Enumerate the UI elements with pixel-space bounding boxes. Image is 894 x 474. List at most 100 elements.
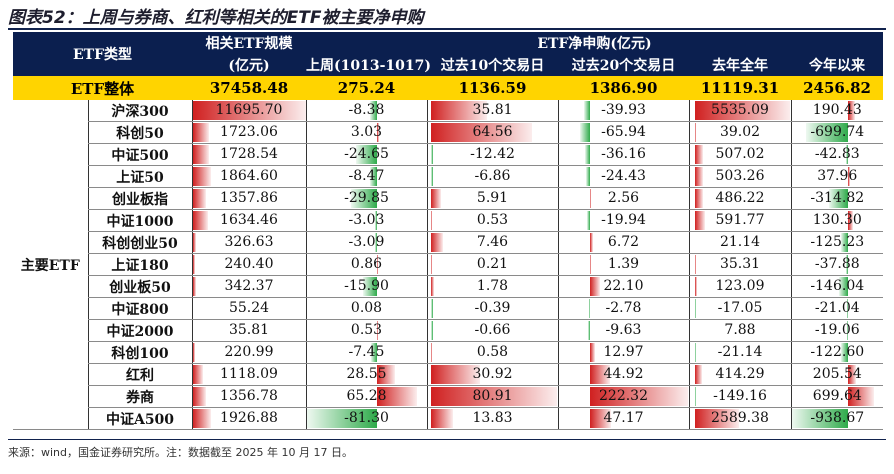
value-cell: 21.14	[688, 231, 791, 254]
value-cell: 1118.09	[191, 363, 306, 386]
value-text: -7.45	[348, 344, 385, 360]
data-bar	[377, 123, 380, 142]
data-bar	[589, 365, 610, 384]
value-text: 1926.88	[220, 410, 278, 426]
data-bar	[805, 123, 849, 142]
total-row: ETF整体 37458.48 275.24 1136.59 1386.90 11…	[13, 76, 884, 100]
value-cell: 414.29	[688, 363, 791, 386]
value-cell: -21.14	[688, 341, 791, 364]
value-text: 503.26	[715, 168, 765, 184]
value-cell: 1728.54	[191, 143, 306, 166]
value-cell: 30.92	[426, 363, 558, 386]
value-cell: -17.05	[688, 297, 791, 320]
value-text: -37.88	[814, 256, 860, 272]
etf-name: 沪深300	[87, 100, 192, 122]
data-bar	[431, 123, 532, 142]
value-cell: 5535.09	[688, 100, 791, 122]
value-text: 37.96	[817, 168, 858, 184]
value-text: 205.54	[812, 366, 862, 382]
value-text: 0.08	[350, 300, 383, 316]
value-text: 1634.46	[220, 212, 278, 228]
value-text: 65.28	[346, 388, 387, 404]
size-unit-header: (亿元)	[192, 54, 306, 76]
table-row: 主要ETF 沪深300 11695.70 -8.38 35.81 -39.93 5535.0…	[13, 100, 884, 430]
value-cell: 22.10	[557, 275, 689, 298]
value-cell: 0.21	[426, 253, 558, 276]
data-bar	[848, 101, 856, 120]
data-bar	[431, 365, 480, 384]
etf-name: 科创创业50	[87, 231, 192, 254]
value-text: 2.56	[607, 190, 640, 206]
value-cell: 7.88	[688, 319, 791, 342]
data-bar	[431, 145, 433, 164]
value-text: -146.04	[810, 278, 865, 294]
data-bar	[374, 233, 378, 252]
value-text: -19.94	[601, 212, 646, 228]
data-bar	[694, 101, 791, 120]
data-bar	[370, 343, 378, 362]
value-cell: 507.02	[688, 143, 791, 166]
value-text: 1356.78	[220, 388, 278, 404]
table-row: 上证180 240.40 0.86 0.21 1.39 35.31 -37.88	[13, 253, 884, 276]
data-bar	[355, 145, 378, 164]
value-text: 222.32	[599, 388, 648, 404]
value-cell: 0.58	[426, 341, 558, 364]
data-bar	[589, 409, 611, 428]
value-text: 11695.70	[215, 102, 283, 118]
table-row: 中证1000 1634.46 -3.03 0.53 -19.94 591.77 130.30	[13, 209, 884, 232]
value-cell: 37.96	[790, 165, 884, 188]
value-cell: -24.65	[305, 143, 427, 166]
value-text: 6.72	[607, 234, 640, 250]
data-bar	[848, 365, 856, 384]
value-text: -125.23	[810, 234, 865, 250]
top-rule	[8, 28, 886, 30]
table-body: 主要ETF 沪深300 11695.70 -8.38 35.81 -39.93 5535.0…	[13, 100, 884, 430]
data-bar	[694, 123, 696, 142]
value-cell: -81.30	[305, 407, 427, 430]
data-bar	[839, 277, 849, 296]
table-row: 中证500 1728.54 -24.65 -12.42 -36.16 507.02 -42.…	[13, 143, 884, 166]
bottom-rule	[8, 439, 886, 440]
value-cell: -19.06	[790, 319, 884, 342]
data-bar	[192, 387, 206, 406]
total-value: 275.24	[306, 76, 427, 100]
value-text: 5.91	[476, 190, 509, 206]
data-bar	[192, 123, 210, 142]
value-text: -122.60	[810, 344, 865, 360]
group-label: 主要ETF	[13, 100, 88, 430]
value-cell: -15.90	[305, 275, 427, 298]
data-bar	[589, 189, 591, 208]
value-text: -15.90	[344, 278, 389, 294]
data-bar	[431, 299, 433, 318]
data-bar	[192, 299, 194, 318]
value-text: -6.86	[474, 168, 511, 184]
col-header: 上周(1013-1017)	[306, 54, 431, 76]
value-cell: 1926.88	[191, 407, 306, 430]
value-text: 1864.60	[220, 168, 278, 184]
data-bar	[431, 233, 444, 252]
table-row: 中证A500 1926.88 -81.30 13.83 47.17 2589.38 -938…	[13, 407, 884, 430]
value-cell: -149.16	[688, 385, 791, 408]
data-bar	[694, 167, 704, 186]
value-cell: 1864.60	[191, 165, 306, 188]
total-value: 1386.90	[558, 76, 689, 100]
total-value: 11119.31	[689, 76, 791, 100]
total-label: ETF整体	[13, 76, 192, 100]
value-text: 240.40	[224, 256, 274, 272]
col-header: 去年全年	[689, 54, 791, 76]
data-bar	[694, 387, 696, 406]
data-bar	[192, 101, 306, 120]
value-text: 28.55	[346, 366, 387, 382]
value-cell: -65.94	[557, 121, 689, 144]
data-bar	[845, 255, 849, 274]
value-cell: -7.45	[305, 341, 427, 364]
etf-name: 中证2000	[87, 319, 192, 342]
data-bar	[791, 409, 849, 428]
value-cell: 13.83	[426, 407, 558, 430]
col-header: 过去20个交易日	[558, 54, 689, 76]
value-cell: 220.99	[191, 341, 306, 364]
value-text: 0.53	[350, 322, 383, 338]
value-cell: 6.72	[557, 231, 689, 254]
data-bar	[848, 387, 875, 406]
value-text: 130.30	[812, 212, 862, 228]
